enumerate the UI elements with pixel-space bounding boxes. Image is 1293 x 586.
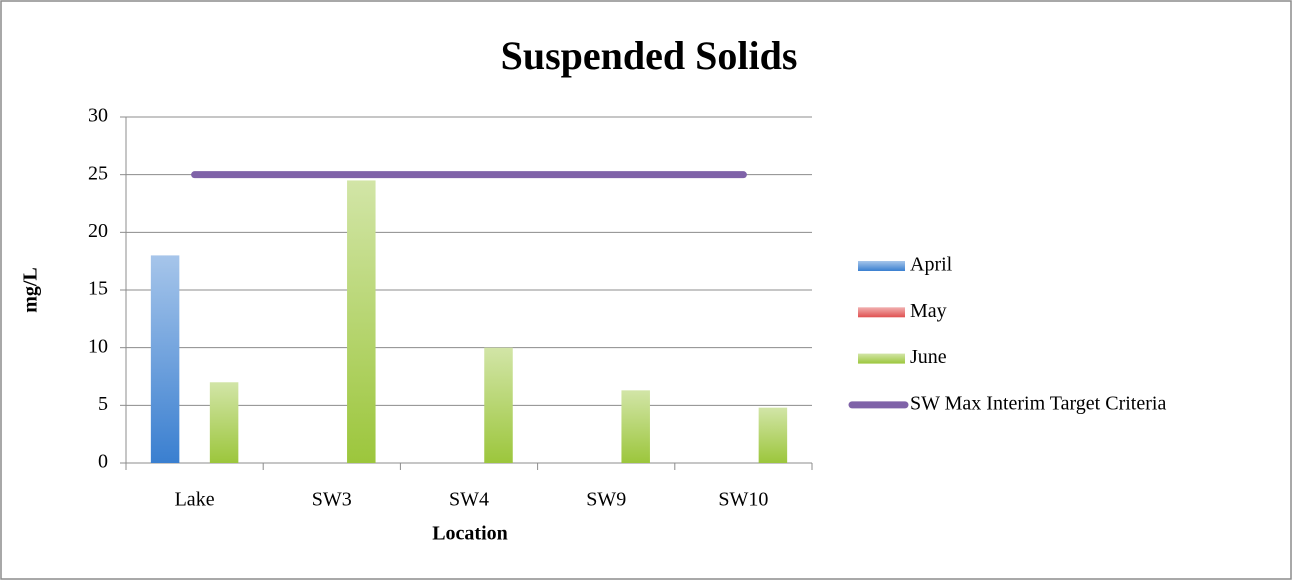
bar <box>758 407 788 463</box>
bar <box>347 180 376 463</box>
legend-swatch <box>858 353 905 364</box>
x-tick-label: Lake <box>175 489 215 511</box>
y-tick-label: 15 <box>88 278 108 300</box>
x-tick-label: SW10 <box>718 489 768 511</box>
y-tick-label: 30 <box>88 105 108 127</box>
y-tick-label: 5 <box>98 393 108 415</box>
x-tick-label: SW4 <box>449 489 489 511</box>
legend-label: June <box>910 346 947 368</box>
y-tick-label: 0 <box>98 451 108 473</box>
legend-swatch <box>858 307 905 318</box>
bar <box>150 255 180 463</box>
y-tick-label: 25 <box>88 162 108 184</box>
y-axis-title: mg/L <box>20 267 42 313</box>
legend-label: April <box>910 254 953 276</box>
bar <box>484 347 513 463</box>
y-tick-label: 10 <box>88 335 108 357</box>
chart-title: Suspended Solids <box>501 33 798 78</box>
y-tick-label: 20 <box>88 220 108 242</box>
legend-swatch <box>858 261 905 271</box>
legend-label: SW Max Interim Target Criteria <box>910 392 1166 414</box>
x-axis-title: Location <box>432 523 508 545</box>
bar <box>621 390 650 463</box>
x-tick-label: SW3 <box>312 489 352 511</box>
legend-label: May <box>910 300 947 322</box>
bar <box>209 382 239 463</box>
x-tick-label: SW9 <box>586 489 626 511</box>
